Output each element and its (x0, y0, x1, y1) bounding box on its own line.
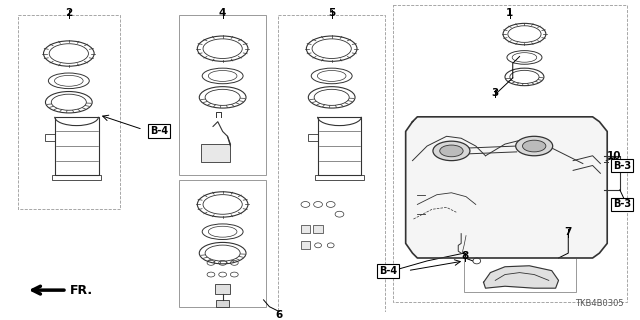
Text: 4: 4 (219, 8, 227, 18)
Bar (301, 225, 310, 233)
Text: FR.: FR. (70, 284, 93, 297)
Bar (179, 180, 266, 307)
Bar (215, 284, 230, 294)
Bar (45, 134, 54, 141)
Bar (464, 222, 576, 292)
Ellipse shape (522, 140, 546, 152)
Bar (201, 144, 230, 162)
Bar (406, 190, 417, 219)
Text: 7: 7 (564, 227, 572, 237)
Bar (216, 300, 230, 307)
Bar (52, 175, 101, 180)
Ellipse shape (433, 141, 470, 161)
Polygon shape (484, 266, 559, 288)
Bar (54, 117, 99, 175)
Polygon shape (406, 117, 607, 258)
Bar (179, 15, 266, 175)
Text: 6: 6 (275, 309, 283, 320)
Bar (18, 15, 120, 209)
Bar (596, 158, 604, 165)
Text: B-3: B-3 (613, 161, 632, 171)
Ellipse shape (516, 136, 553, 156)
Bar (317, 117, 362, 175)
Text: TKB4B0305: TKB4B0305 (575, 299, 624, 308)
Text: 5: 5 (328, 8, 335, 18)
Bar (308, 134, 317, 141)
Bar (393, 5, 627, 302)
Bar (278, 15, 385, 312)
Bar (301, 242, 310, 249)
Bar (315, 175, 364, 180)
Text: 3: 3 (492, 88, 499, 98)
Text: 8: 8 (461, 251, 468, 261)
Text: 2: 2 (65, 8, 72, 18)
Text: 1: 1 (506, 8, 513, 18)
Bar (313, 225, 323, 233)
Text: B-4: B-4 (379, 266, 397, 276)
Text: 10: 10 (607, 151, 621, 161)
Ellipse shape (440, 145, 463, 157)
Text: B-3: B-3 (613, 199, 632, 210)
Text: B-4: B-4 (150, 126, 168, 136)
